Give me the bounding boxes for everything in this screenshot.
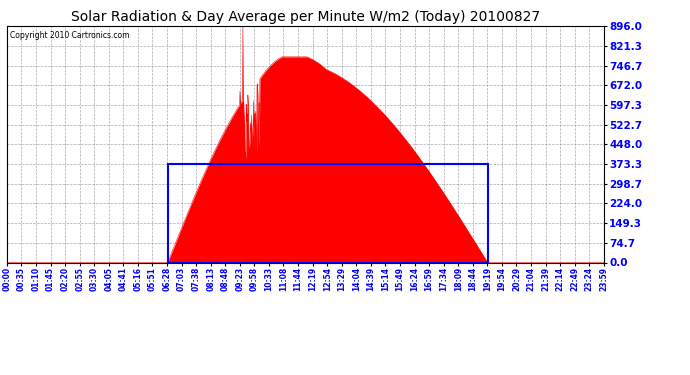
Bar <box>168 164 488 262</box>
Text: Copyright 2010 Cartronics.com: Copyright 2010 Cartronics.com <box>10 31 130 40</box>
Title: Solar Radiation & Day Average per Minute W/m2 (Today) 20100827: Solar Radiation & Day Average per Minute… <box>71 10 540 24</box>
